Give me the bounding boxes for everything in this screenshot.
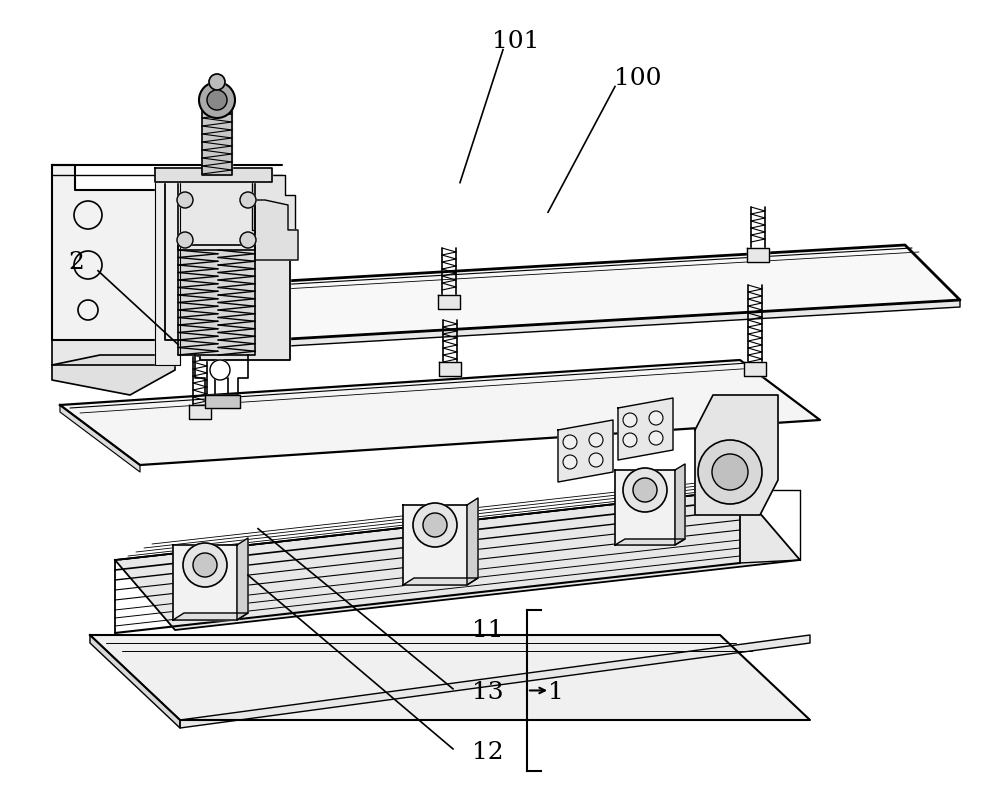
Polygon shape — [744, 362, 766, 376]
Circle shape — [698, 440, 762, 504]
Polygon shape — [205, 395, 240, 408]
Polygon shape — [165, 175, 290, 360]
Polygon shape — [130, 245, 960, 345]
Polygon shape — [237, 538, 248, 620]
Circle shape — [589, 453, 603, 467]
Circle shape — [193, 553, 217, 577]
Circle shape — [712, 454, 748, 490]
Circle shape — [177, 232, 193, 248]
Circle shape — [413, 503, 457, 547]
Circle shape — [623, 468, 667, 512]
Circle shape — [649, 431, 663, 445]
Polygon shape — [173, 613, 248, 620]
Circle shape — [209, 74, 225, 90]
Polygon shape — [130, 290, 185, 352]
Polygon shape — [60, 405, 140, 472]
Circle shape — [563, 435, 577, 449]
Polygon shape — [60, 360, 820, 465]
Circle shape — [623, 413, 637, 427]
Text: 1: 1 — [548, 681, 564, 703]
Polygon shape — [155, 168, 272, 182]
Polygon shape — [615, 470, 675, 545]
Polygon shape — [615, 539, 685, 545]
Circle shape — [74, 251, 102, 279]
Polygon shape — [747, 248, 769, 262]
Text: 100: 100 — [614, 67, 662, 90]
Text: 11: 11 — [472, 619, 504, 642]
Polygon shape — [675, 464, 685, 545]
Polygon shape — [52, 165, 282, 340]
Circle shape — [183, 543, 227, 587]
Circle shape — [78, 300, 98, 320]
Polygon shape — [173, 545, 237, 620]
Text: 2: 2 — [68, 252, 84, 274]
Circle shape — [74, 201, 102, 229]
Text: 12: 12 — [472, 742, 504, 764]
Circle shape — [177, 192, 193, 208]
Circle shape — [563, 455, 577, 469]
Polygon shape — [403, 505, 467, 585]
Circle shape — [240, 192, 256, 208]
Polygon shape — [255, 200, 298, 260]
Polygon shape — [189, 405, 211, 419]
Polygon shape — [695, 395, 778, 515]
Polygon shape — [180, 635, 810, 728]
Polygon shape — [155, 175, 180, 365]
Circle shape — [633, 478, 657, 502]
Circle shape — [423, 513, 447, 537]
Text: 13: 13 — [472, 681, 504, 703]
Polygon shape — [202, 105, 232, 175]
Polygon shape — [438, 295, 460, 309]
Polygon shape — [467, 498, 478, 585]
Polygon shape — [252, 175, 295, 230]
Polygon shape — [439, 362, 461, 376]
Polygon shape — [403, 578, 478, 585]
Text: 101: 101 — [492, 30, 540, 53]
Polygon shape — [52, 340, 175, 365]
Polygon shape — [558, 420, 613, 482]
Circle shape — [207, 90, 227, 110]
Polygon shape — [178, 245, 255, 355]
Polygon shape — [90, 635, 810, 720]
Circle shape — [240, 232, 256, 248]
Circle shape — [210, 360, 230, 380]
Polygon shape — [185, 300, 960, 352]
Circle shape — [199, 82, 235, 118]
Polygon shape — [178, 175, 255, 250]
Polygon shape — [115, 490, 800, 630]
Polygon shape — [90, 635, 180, 728]
Circle shape — [623, 433, 637, 447]
Circle shape — [649, 411, 663, 425]
Polygon shape — [52, 355, 175, 395]
Polygon shape — [618, 398, 673, 460]
Circle shape — [589, 433, 603, 447]
